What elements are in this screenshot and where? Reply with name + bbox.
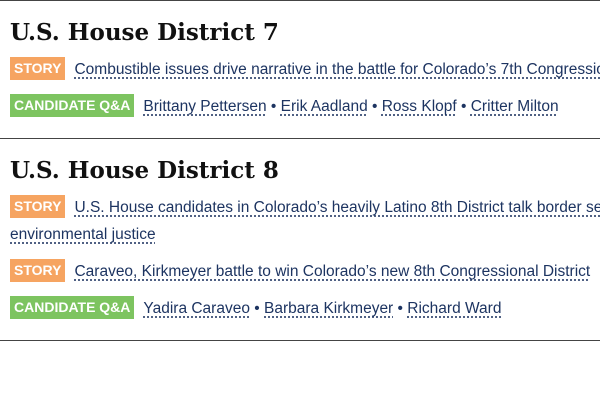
section: U.S. House District 8 STORY U.S. House can…	[0, 138, 600, 341]
separator: •	[456, 98, 471, 115]
candidate-link[interactable]: Barbara Kirkmeyer	[264, 300, 394, 317]
candidate-link[interactable]: Critter Milton	[470, 98, 559, 115]
section-heading: U.S. House District 7	[10, 19, 279, 46]
section-body: U.S. House District 8 STORY U.S. House can…	[0, 157, 600, 322]
separator: •	[367, 98, 382, 115]
story-tag: STORY	[10, 57, 66, 80]
qa-item: CANDIDATE Q&A Yadira Caraveo • Barbara Ki…	[10, 295, 600, 322]
qa-tag: CANDIDATE Q&A	[10, 296, 135, 319]
qa-item: CANDIDATE Q&A Brittany Pettersen • Erik A…	[10, 93, 600, 120]
separator: •	[393, 300, 408, 317]
qa-tag: CANDIDATE Q&A	[10, 94, 135, 117]
story-item: STORY Combustible issues drive narrative …	[10, 56, 600, 83]
story-item: STORY U.S. House candidates in Colorado’s…	[10, 194, 600, 248]
candidate-link[interactable]: Ross Klopf	[381, 98, 457, 115]
separator: •	[266, 98, 281, 115]
story-tag: STORY	[10, 259, 66, 282]
story-link[interactable]: U.S. House candidates in Colorado’s heav…	[10, 199, 600, 243]
section-body: U.S. House District 7 STORY Combustible is…	[0, 19, 600, 120]
candidate-link[interactable]: Brittany Pettersen	[143, 98, 267, 115]
section-heading: U.S. House District 8	[10, 157, 279, 184]
candidate-link[interactable]: Richard Ward	[407, 300, 502, 317]
story-link[interactable]: Combustible issues drive narrative in th…	[74, 61, 600, 78]
separator: •	[249, 300, 265, 317]
story-item: STORY Caraveo, Kirkmeyer battle to win Co…	[10, 258, 600, 285]
candidate-link[interactable]: Erik Aadland	[280, 98, 368, 115]
story-link[interactable]: Caraveo, Kirkmeyer battle to win Colorad…	[74, 263, 591, 280]
section: U.S. House District 7 STORY Combustible is…	[0, 0, 600, 138]
story-tag: STORY	[10, 195, 66, 218]
candidate-link[interactable]: Yadira Caraveo	[143, 300, 250, 317]
